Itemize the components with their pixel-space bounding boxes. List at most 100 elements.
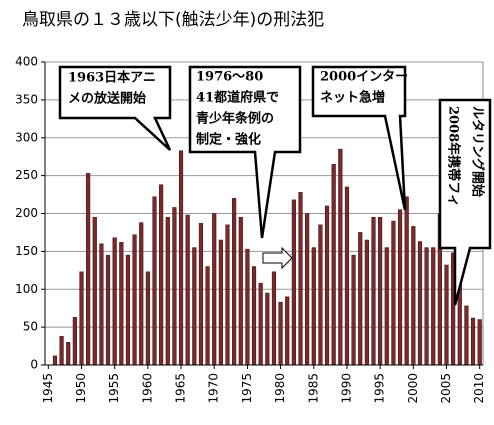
bar <box>145 271 150 366</box>
x-tick-label: 1985 <box>306 373 320 404</box>
bar <box>105 254 111 366</box>
bar <box>265 292 270 366</box>
annotation: 41都道府県で <box>196 90 279 106</box>
bar <box>397 209 403 366</box>
bar <box>331 164 336 366</box>
bar <box>324 205 330 366</box>
bar <box>411 226 416 366</box>
bar <box>344 186 350 366</box>
bar <box>232 198 237 366</box>
x-tick-label: 1945 <box>41 373 55 404</box>
x-tick-label: 1965 <box>174 373 188 404</box>
bar <box>119 242 124 366</box>
bar <box>298 192 303 366</box>
bar <box>238 217 243 366</box>
bar <box>72 317 77 366</box>
x-tick-label: 1980 <box>273 373 287 404</box>
bar <box>192 247 197 366</box>
x-tick-label: 1990 <box>339 373 353 404</box>
bar <box>52 355 58 366</box>
annotation: 1963日本アニ <box>68 70 156 86</box>
bar <box>218 239 223 366</box>
y-tick-label: 350 <box>15 92 38 106</box>
annotation: ルタリング開始 <box>470 106 486 197</box>
bar <box>285 296 290 366</box>
bar <box>351 254 356 366</box>
y-tick-label: 100 <box>15 282 38 296</box>
x-tick-label: 1960 <box>140 373 154 404</box>
bar <box>291 199 296 366</box>
annotation: 2008年携帯フィ <box>446 106 462 207</box>
bar <box>338 148 343 366</box>
x-tick-label: 2005 <box>439 373 453 404</box>
bar <box>378 217 383 366</box>
bar <box>424 247 429 366</box>
callouts <box>58 65 492 306</box>
annotation: 1976～80 <box>196 70 263 85</box>
bar <box>417 241 423 366</box>
bar <box>152 196 157 366</box>
bar <box>391 220 396 366</box>
bar <box>364 239 369 366</box>
y-tick-label: 50 <box>23 320 38 334</box>
bar <box>225 224 230 366</box>
bar <box>258 282 263 366</box>
y-tick-label: 200 <box>15 206 38 220</box>
bar <box>278 301 283 366</box>
bar <box>86 173 91 366</box>
bar <box>431 247 436 366</box>
bar <box>358 232 363 366</box>
x-tick-label: 1970 <box>207 373 221 404</box>
bar <box>178 150 184 366</box>
bar <box>99 243 104 366</box>
annotation: メの放送開始 <box>68 91 146 107</box>
x-tick-label: 1955 <box>107 373 121 404</box>
bar <box>245 248 250 366</box>
chart-title: 鳥取県の１３歳以下(触法少年)の刑法犯 <box>22 10 324 30</box>
annotation: 制定・強化 <box>196 132 261 148</box>
bar <box>132 234 137 366</box>
bar <box>66 342 71 366</box>
bar <box>59 335 64 366</box>
bar <box>139 222 144 366</box>
bar <box>159 184 164 366</box>
annotation: 2000インター <box>320 70 408 85</box>
bar <box>477 319 482 366</box>
callout-4 <box>438 98 492 306</box>
bar <box>198 223 204 366</box>
bar <box>464 305 469 366</box>
bar <box>125 254 131 366</box>
bar <box>79 271 84 366</box>
y-tick-label: 400 <box>15 55 38 69</box>
bar <box>172 207 177 366</box>
bar <box>371 217 376 366</box>
bar <box>271 271 277 366</box>
bar <box>384 247 389 366</box>
annotation: ネット急増 <box>320 90 385 106</box>
bar <box>311 247 316 366</box>
bar <box>444 264 449 366</box>
bar <box>112 237 117 366</box>
bar <box>404 196 409 366</box>
bar <box>205 266 210 366</box>
bar <box>470 317 476 366</box>
bar <box>251 266 257 366</box>
bar <box>318 224 323 366</box>
callout-1 <box>58 65 172 151</box>
annotation: 青少年条例の <box>196 111 274 127</box>
y-tick-label: 150 <box>15 244 38 258</box>
y-tick-label: 300 <box>15 130 38 144</box>
bar <box>92 217 97 366</box>
x-tick-label: 1995 <box>373 373 387 404</box>
bar <box>305 213 310 366</box>
x-tick-label: 1975 <box>240 373 254 404</box>
bar <box>212 213 217 366</box>
x-tick-label: 2000 <box>406 373 420 404</box>
y-tick-label: 250 <box>15 168 38 182</box>
y-tick-label: 0 <box>30 358 38 372</box>
arrow <box>262 246 293 270</box>
bar <box>185 214 190 366</box>
callout-2 <box>188 65 302 239</box>
